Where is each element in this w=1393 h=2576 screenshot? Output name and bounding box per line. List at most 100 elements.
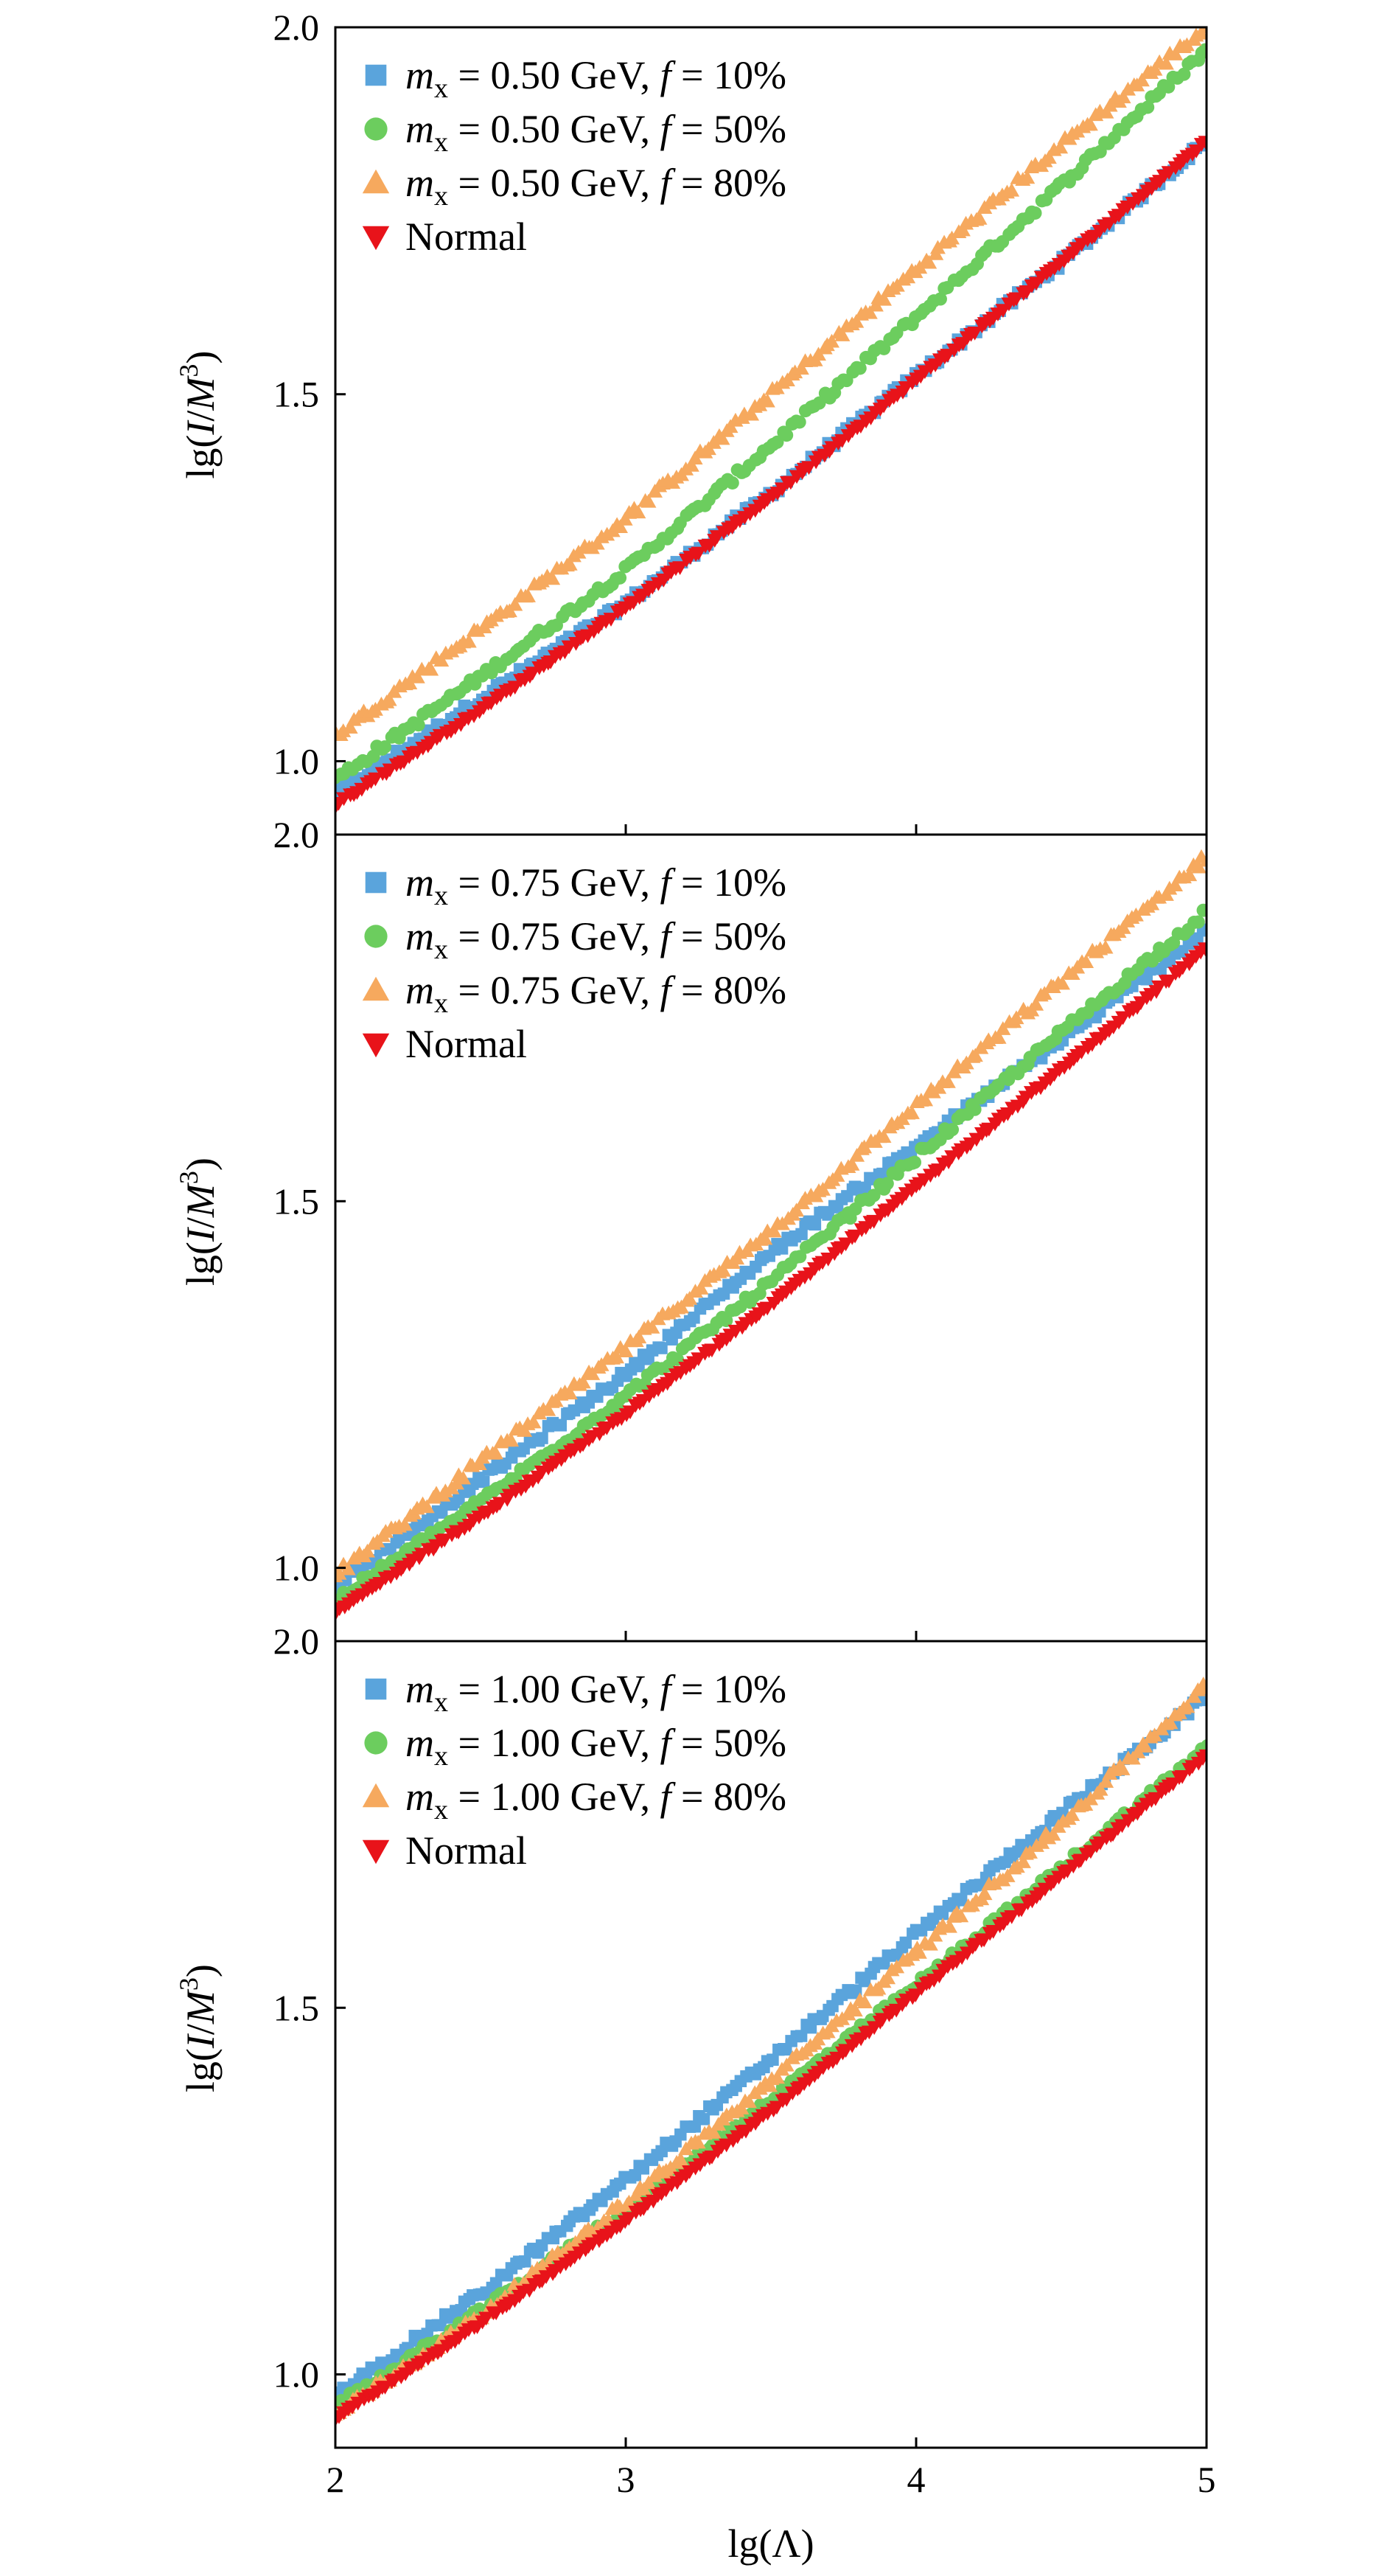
data-point (435, 1506, 448, 1519)
data-point (1130, 1744, 1146, 1758)
data-point (518, 2255, 531, 2268)
data-point (536, 1432, 548, 1444)
data-point (853, 361, 867, 375)
data-point (503, 1433, 520, 1447)
data-point (1148, 1792, 1164, 1806)
data-point (672, 2151, 688, 2166)
x-tick-label: 4 (907, 2459, 926, 2500)
data-point (793, 361, 809, 375)
data-point (1013, 1903, 1030, 1918)
data-point (1052, 139, 1069, 154)
data-point (793, 1250, 807, 1264)
data-point (455, 1470, 471, 1485)
legend-label: Normal (405, 1828, 527, 1873)
data-point (795, 1228, 808, 1241)
data-point (856, 1994, 873, 2009)
legend-item: Normal (362, 215, 527, 259)
data-point (1092, 1781, 1109, 1796)
y-tick-label: 1.0 (273, 1548, 320, 1589)
legend-item: Normal (362, 1022, 527, 1066)
data-point (409, 669, 425, 683)
y-tick-label: 1.5 (273, 374, 320, 415)
data-point (691, 546, 707, 561)
legend-marker (362, 1783, 390, 1808)
data-point (682, 1291, 698, 1305)
data-point (977, 1886, 993, 1901)
data-point (690, 2134, 706, 2149)
data-point (991, 1030, 1007, 1044)
plot-area (335, 27, 1207, 813)
series-1 (335, 1693, 1207, 2399)
data-point (423, 661, 439, 676)
y-tick-label: 1.5 (273, 1987, 320, 2028)
data-point (1200, 27, 1207, 33)
data-point (628, 2187, 644, 2201)
data-point (849, 1984, 862, 1997)
data-point (941, 1918, 957, 1933)
legend-marker (362, 169, 390, 194)
data-point (1056, 1806, 1069, 1820)
data-point (687, 450, 703, 464)
data-point (434, 2319, 447, 2332)
data-point (469, 623, 486, 637)
series-4 (335, 942, 1207, 1621)
data-point (1195, 1677, 1207, 1691)
legend-label: mx = 0.50 GeV, f = 80% (405, 161, 786, 212)
legend-marker (364, 1731, 388, 1755)
data-point (847, 2002, 863, 2017)
data-point (829, 1168, 845, 1182)
legend-item: Normal (362, 1828, 527, 1873)
data-point (378, 740, 392, 754)
data-point (693, 1281, 709, 1295)
legend-marker (365, 871, 387, 894)
data-point (704, 1343, 720, 1358)
data-point (921, 254, 938, 269)
data-point (867, 297, 884, 312)
y-tick-label: 1.0 (273, 2354, 320, 2395)
data-point (867, 1188, 881, 1202)
data-point (1199, 854, 1207, 867)
data-point (848, 313, 865, 328)
data-point (967, 327, 983, 341)
data-point (487, 1445, 503, 1460)
legend: mx = 0.50 GeV, f = 10% mx = 0.50 GeV, f =… (362, 53, 786, 259)
data-point (1034, 1834, 1050, 1849)
data-point (866, 1214, 882, 1229)
data-point (1015, 1854, 1031, 1868)
data-point (812, 396, 826, 410)
data-point (1008, 292, 1024, 307)
data-point (545, 571, 561, 585)
data-point (1115, 1011, 1131, 1026)
chart-panel-1: 1.01.52.0lg(I/M3)mx = 0.50 GeV, f = 10%m… (174, 7, 1208, 836)
data-point (608, 1349, 624, 1364)
x-tick-label: 3 (617, 2459, 635, 2500)
data-point (1151, 980, 1167, 995)
legend-label: mx = 0.50 GeV, f = 10% (405, 53, 786, 104)
data-point (770, 435, 784, 449)
data-point (367, 772, 383, 787)
data-point (640, 2175, 657, 2190)
series-3 (335, 849, 1207, 1583)
legend-marker (364, 925, 388, 948)
data-point (1199, 1682, 1207, 1695)
data-point (744, 406, 760, 421)
data-point (1045, 1826, 1061, 1841)
data-point (683, 457, 699, 472)
legend-item: mx = 0.50 GeV, f = 10% (365, 53, 786, 104)
chart-panel-2: 1.01.52.0lg(I/M3)mx = 0.75 GeV, f = 10%m… (174, 814, 1208, 1643)
series-4 (335, 136, 1207, 813)
data-point (775, 1242, 789, 1255)
data-point (507, 596, 523, 611)
data-point (1082, 116, 1098, 131)
data-point (968, 1102, 982, 1116)
data-point (880, 1970, 896, 1985)
data-point (789, 1202, 805, 1217)
data-point (1162, 1715, 1179, 1730)
legend-label: Normal (405, 1022, 527, 1066)
data-point (1137, 1738, 1153, 1753)
data-point (1167, 877, 1183, 892)
plot-area (335, 849, 1207, 1621)
data-point (954, 1894, 968, 1907)
data-point (1200, 1693, 1207, 1707)
legend-marker (362, 1839, 390, 1865)
